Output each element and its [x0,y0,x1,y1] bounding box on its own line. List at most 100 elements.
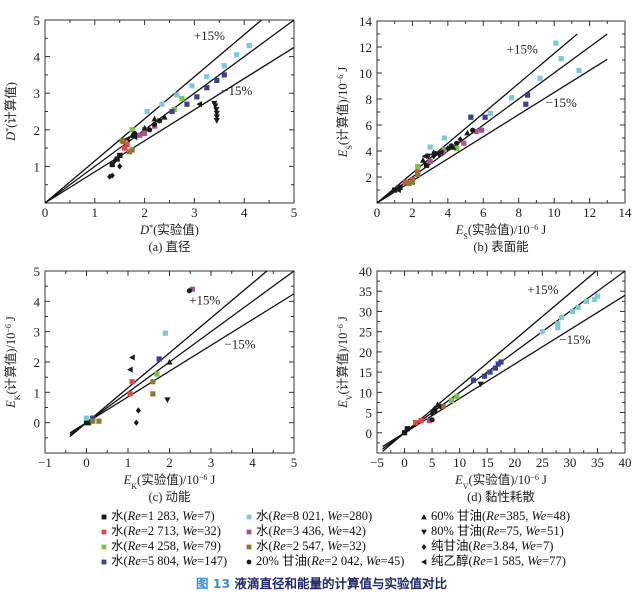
x-axis-label: D*(实验值) [139,222,199,237]
data-point-g80 [213,118,220,124]
y-tick-label: 25 [359,325,372,340]
x-axis-label: EV(实验值)/10−6 J [454,472,547,491]
data-point-w8021 [159,101,165,107]
legend-row: 水(Re=1 283, We=7) 水(Re=8 021, We=280) 60% … [88,509,643,524]
data-point-w4258 [154,371,160,377]
data-point-w1283 [404,426,410,432]
y-axis-label: EV(计算值)/10−6 J [335,316,354,409]
data-point-g60 [450,144,457,150]
x-tick-label: 40 [619,455,632,470]
x-tick-label: 10 [453,455,466,470]
deviation-label: −15% [559,332,590,347]
re-value: 385 [506,509,526,523]
we-value: 7 [542,539,550,553]
data-point-w2713 [124,141,130,148]
legend-marker-square-icon [246,544,252,550]
data-point-w3436 [473,128,479,135]
axis-subscript: K [131,482,137,491]
data-point-w3436 [461,140,467,146]
we-label: We [182,554,198,568]
data-point-w8021 [570,308,576,315]
x-tick-label: 5 [291,455,298,470]
data-point-w2713 [415,169,421,175]
re-value: 1 585 [492,554,522,568]
data-point-g60 [166,358,173,365]
legend-item-w2713: 水(Re=2 713, We=32) [100,524,221,539]
data-point-w5804 [492,365,499,371]
data-point-w5804 [495,361,501,367]
data-point-w2547 [96,418,102,424]
x-tick-label: 2 [166,455,173,470]
legend-item-w8021: 水(Re=8 021, We=280) [245,509,372,524]
axis-exponent: −6 [336,75,345,84]
x-axis-label: EK(实验值)/10−6 J [123,472,216,491]
x-tick-label: 6 [480,205,487,220]
data-point-w1283 [424,162,430,168]
we-value: 147 [204,554,223,568]
re-label: Re [272,524,286,538]
data-point-eth [196,101,202,108]
axis-unit: J [336,67,350,75]
x-tick-label: 35 [591,455,604,470]
y-tick-label: 40 [359,264,372,279]
legend-marker-square-icon [101,514,107,520]
legend-item-w5804: 水(Re=5 804, We=147) [100,554,227,569]
legend-marker-triangle-left-icon [421,559,427,566]
data-point-w4258 [179,96,185,102]
axis-text: (实验值)/10 [469,472,531,487]
x-tick-label: 15 [481,455,494,470]
data-point-w4258 [129,127,135,133]
data-point-w8021 [553,40,559,46]
data-point-gp [133,419,139,426]
figure-number: 图 13 [195,576,231,591]
data-point-w8021 [221,63,227,69]
we-value: 79 [204,539,217,553]
data-point-w8021 [189,83,195,89]
minus-15-line [382,294,626,448]
data-point-eth [395,186,401,194]
legend-prefix: 80% 甘油( [431,524,487,538]
we-label: We [521,539,536,553]
data-point-w8021 [487,110,493,116]
data-point-w2547 [440,403,446,410]
axis-unit: J [538,223,546,237]
legend-item-eth: 纯乙醇(Re=1 585, We=77) [420,554,566,569]
legend-suffix: ) [561,554,566,568]
y-tick-label: 5 [34,13,41,28]
legend-suffix: ) [361,524,366,538]
axis-text: (计算值)/10 [335,333,350,395]
data-point-g80 [211,100,218,107]
data-point-w8021 [592,296,598,302]
x-tick-label: 4 [241,205,248,220]
data-point-eth [131,134,138,141]
data-point-w4258 [415,164,421,170]
data-point-gp [117,163,123,170]
data-point-w2547 [150,379,156,385]
data-point-w8021 [234,52,240,58]
we-label: We [182,509,198,523]
y-tick-label: 0 [34,416,41,431]
y-tick-label: 20 [359,345,372,360]
axis-symbol: E [336,149,350,158]
data-point-g80 [477,381,484,388]
legend-suffix: ) [216,524,221,538]
data-point-g60 [151,115,158,122]
axis-symbol: E [455,223,464,237]
legend: 水(Re=1 283, We=7) 水(Re=8 021, We=280) 60% … [88,509,643,569]
data-point-w2547 [415,171,421,177]
data-point-gp [135,407,141,414]
legend-row: 水(Re=5 804, We=147) 20% 甘油(Re=2 042, We=4… [88,554,643,569]
legend-prefix: 水( [111,509,128,523]
data-point-w1283 [109,161,115,168]
axis-text: (实验值)/10 [468,222,530,237]
y-tick-label: 0 [366,426,373,441]
x-tick-label: 1 [125,455,132,470]
legend-marker [101,529,107,535]
legend-marker [421,529,427,536]
legend-suffix: ) [222,554,228,568]
we-value: 32 [204,524,217,538]
legend-marker [421,544,427,551]
x-tick-label: −1 [38,455,52,470]
data-point-g60 [464,129,471,136]
